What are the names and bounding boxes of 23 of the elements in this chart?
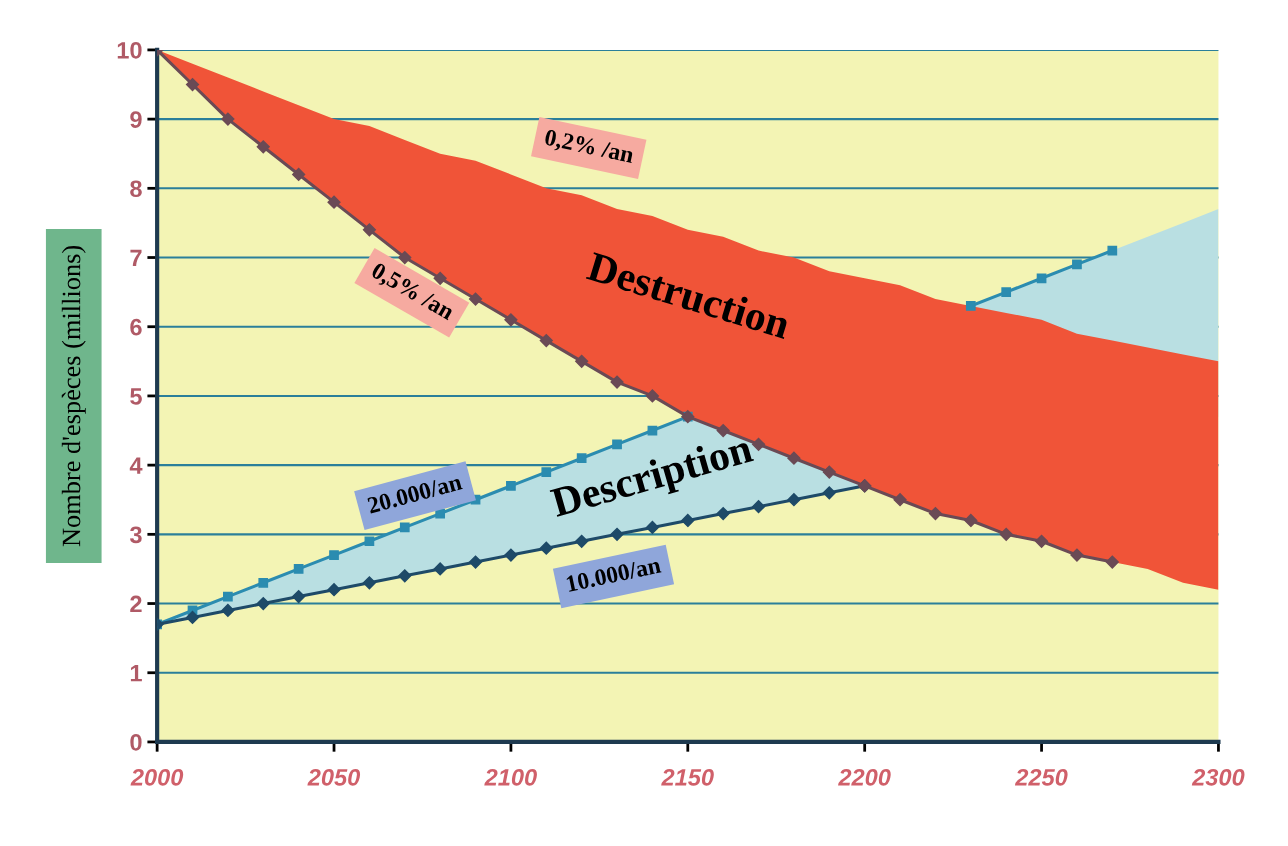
- x-tick-label: 2050: [307, 768, 361, 786]
- x-tick-label: 2250: [1014, 768, 1068, 786]
- text: 0,5% /an: [368, 261, 456, 324]
- y-tick-label: 5: [130, 388, 142, 405]
- y-tick-label: 1: [130, 665, 142, 682]
- x-tick-label: 2300: [1191, 768, 1245, 786]
- text: 20.000/an: [366, 473, 463, 514]
- y-tick-label: 8: [130, 180, 142, 198]
- y-axis-title: Nombre d'espèces (millions): [61, 245, 86, 547]
- x-tick-label: 2000: [130, 768, 184, 786]
- x-tick-label: 2100: [484, 768, 537, 786]
- annotation: 0,2% /an: [543, 128, 635, 167]
- y-tick-label: 4: [129, 457, 143, 474]
- y-tick-label: 6: [130, 318, 142, 336]
- y-tick-label: 3: [129, 526, 142, 544]
- x-tick-label: 2200: [838, 768, 891, 786]
- y-tick-label: 0: [130, 734, 142, 751]
- y-tick-label: 9: [130, 111, 142, 128]
- x-tick-label: 2150: [661, 768, 714, 786]
- y-tick-label: 7: [130, 249, 142, 267]
- text: 10.000/an: [566, 556, 662, 593]
- y-tick-label: 2: [130, 595, 142, 613]
- y-tick-label: 10: [117, 41, 142, 59]
